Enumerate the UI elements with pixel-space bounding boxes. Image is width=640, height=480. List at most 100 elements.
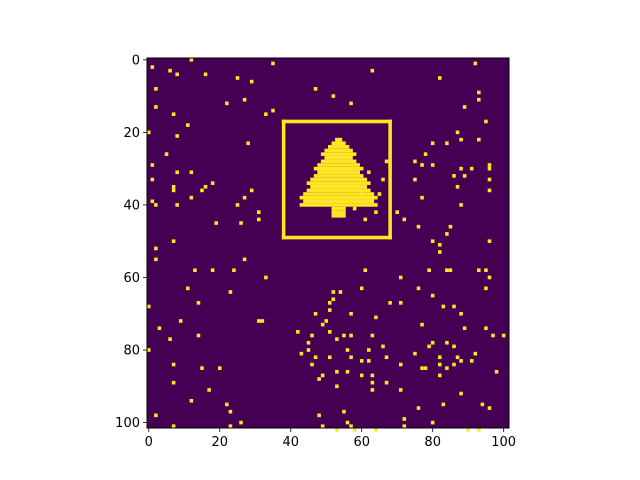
tree-row — [303, 199, 375, 204]
heatmap-cell — [306, 340, 311, 345]
heatmap-cell — [423, 152, 428, 156]
heatmap-cell — [359, 373, 364, 378]
heatmap-cell — [342, 409, 346, 414]
heatmap-cell — [203, 184, 208, 189]
heatmap-cell — [438, 250, 442, 254]
heatmap-cell — [335, 384, 339, 389]
heatmap-cell — [491, 333, 495, 338]
heatmap-cell — [335, 369, 339, 374]
heatmap-cell — [363, 217, 368, 222]
heatmap-cell — [487, 239, 492, 243]
heatmap-cell — [193, 268, 197, 273]
heatmap-cell — [402, 417, 407, 421]
tree-row — [299, 195, 378, 200]
heatmap-cell — [377, 192, 382, 196]
heatmap-cell — [242, 97, 247, 102]
heatmap-cell — [186, 123, 190, 127]
heatmap-cell — [345, 348, 350, 352]
heatmap-cell — [150, 177, 155, 182]
heatmap-cell — [335, 428, 339, 432]
heatmap-cell — [455, 184, 460, 189]
heatmap-cell — [171, 184, 176, 189]
heatmap-cell — [370, 68, 375, 73]
heatmap-cell — [171, 362, 176, 367]
heatmap-cell — [168, 337, 172, 341]
heatmap-cell — [352, 206, 357, 211]
tree-row — [324, 148, 353, 153]
heatmap-cell — [416, 286, 421, 291]
heatmap-cell — [164, 152, 169, 156]
heatmap-cell — [374, 315, 378, 320]
x-tick-label: 20 — [211, 435, 228, 450]
heatmap-cell — [349, 333, 353, 338]
heatmap-cell — [413, 159, 417, 164]
x-tick-label: 100 — [491, 435, 516, 450]
heatmap-cell — [257, 319, 261, 323]
tree-row — [317, 170, 360, 175]
heatmap-cell — [189, 58, 194, 62]
heatmap-cell — [331, 290, 336, 294]
tree-row — [331, 206, 346, 211]
heatmap-cell — [438, 373, 442, 378]
heatmap-cell — [225, 101, 229, 106]
frame-left — [281, 119, 286, 240]
heatmap-cell — [452, 362, 456, 367]
heatmap-cell — [331, 297, 336, 302]
heatmap-cell — [249, 188, 254, 193]
heatmap-cell — [423, 366, 428, 370]
heatmap-cell — [345, 369, 350, 374]
heatmap-cell — [384, 159, 389, 164]
x-axis: 0 20 40 60 80 100 — [145, 428, 516, 450]
heatmap-cell — [459, 137, 463, 142]
heatmap-cell — [317, 413, 321, 418]
heatmap-cell — [328, 330, 332, 334]
heatmap-cell — [171, 380, 176, 385]
heatmap-cell — [175, 134, 179, 138]
heatmap-cell — [438, 355, 442, 360]
tree-row — [299, 203, 378, 207]
tree-row — [331, 141, 346, 146]
heatmap-cell — [416, 224, 421, 229]
heatmap-cell — [452, 344, 456, 349]
heatmap-cell — [459, 166, 463, 171]
heatmap-cell — [257, 217, 261, 222]
tree-row — [328, 145, 350, 149]
heatmap-cell — [484, 119, 488, 124]
heatmap-cell — [374, 210, 378, 214]
heatmap-cell — [487, 406, 492, 410]
heatmap-cell — [154, 105, 158, 109]
tree-row — [320, 152, 357, 156]
heatmap-cell — [239, 221, 243, 225]
heatmap-cell — [477, 90, 481, 95]
heatmap-cell — [430, 293, 435, 298]
heatmap-cell — [398, 301, 403, 305]
heatmap-cell — [154, 413, 158, 418]
heatmap-cell — [196, 333, 201, 338]
heatmap-cell — [171, 188, 176, 193]
heatmap-cell — [345, 420, 350, 425]
y-tick-label: 40 — [123, 198, 140, 213]
heatmap-cell — [484, 326, 488, 331]
heatmap-cell — [384, 355, 389, 360]
heatmap-cell — [175, 170, 179, 175]
tree-row — [313, 174, 364, 178]
heatmap-cell — [413, 351, 417, 356]
heatmap-cell — [413, 177, 417, 182]
heatmap-cell — [420, 163, 424, 167]
y-tick-label: 60 — [123, 271, 140, 286]
heatmap-cell — [487, 166, 492, 171]
heatmap-cell — [228, 424, 233, 428]
heatmap-cell — [398, 362, 403, 367]
heatmap-cell — [217, 366, 222, 370]
heatmap-cell — [271, 108, 275, 113]
heatmap-cell — [296, 330, 300, 334]
heatmap-cell — [242, 257, 247, 262]
heatmap-cell — [175, 203, 179, 207]
heatmap-cell — [430, 340, 435, 345]
heatmap-cell — [150, 199, 155, 204]
heatmap-cell — [469, 166, 474, 171]
heatmap-cell — [438, 362, 442, 367]
heatmap-cell — [459, 203, 463, 207]
heatmap-cell — [210, 181, 215, 185]
heatmap-cell — [374, 428, 378, 432]
